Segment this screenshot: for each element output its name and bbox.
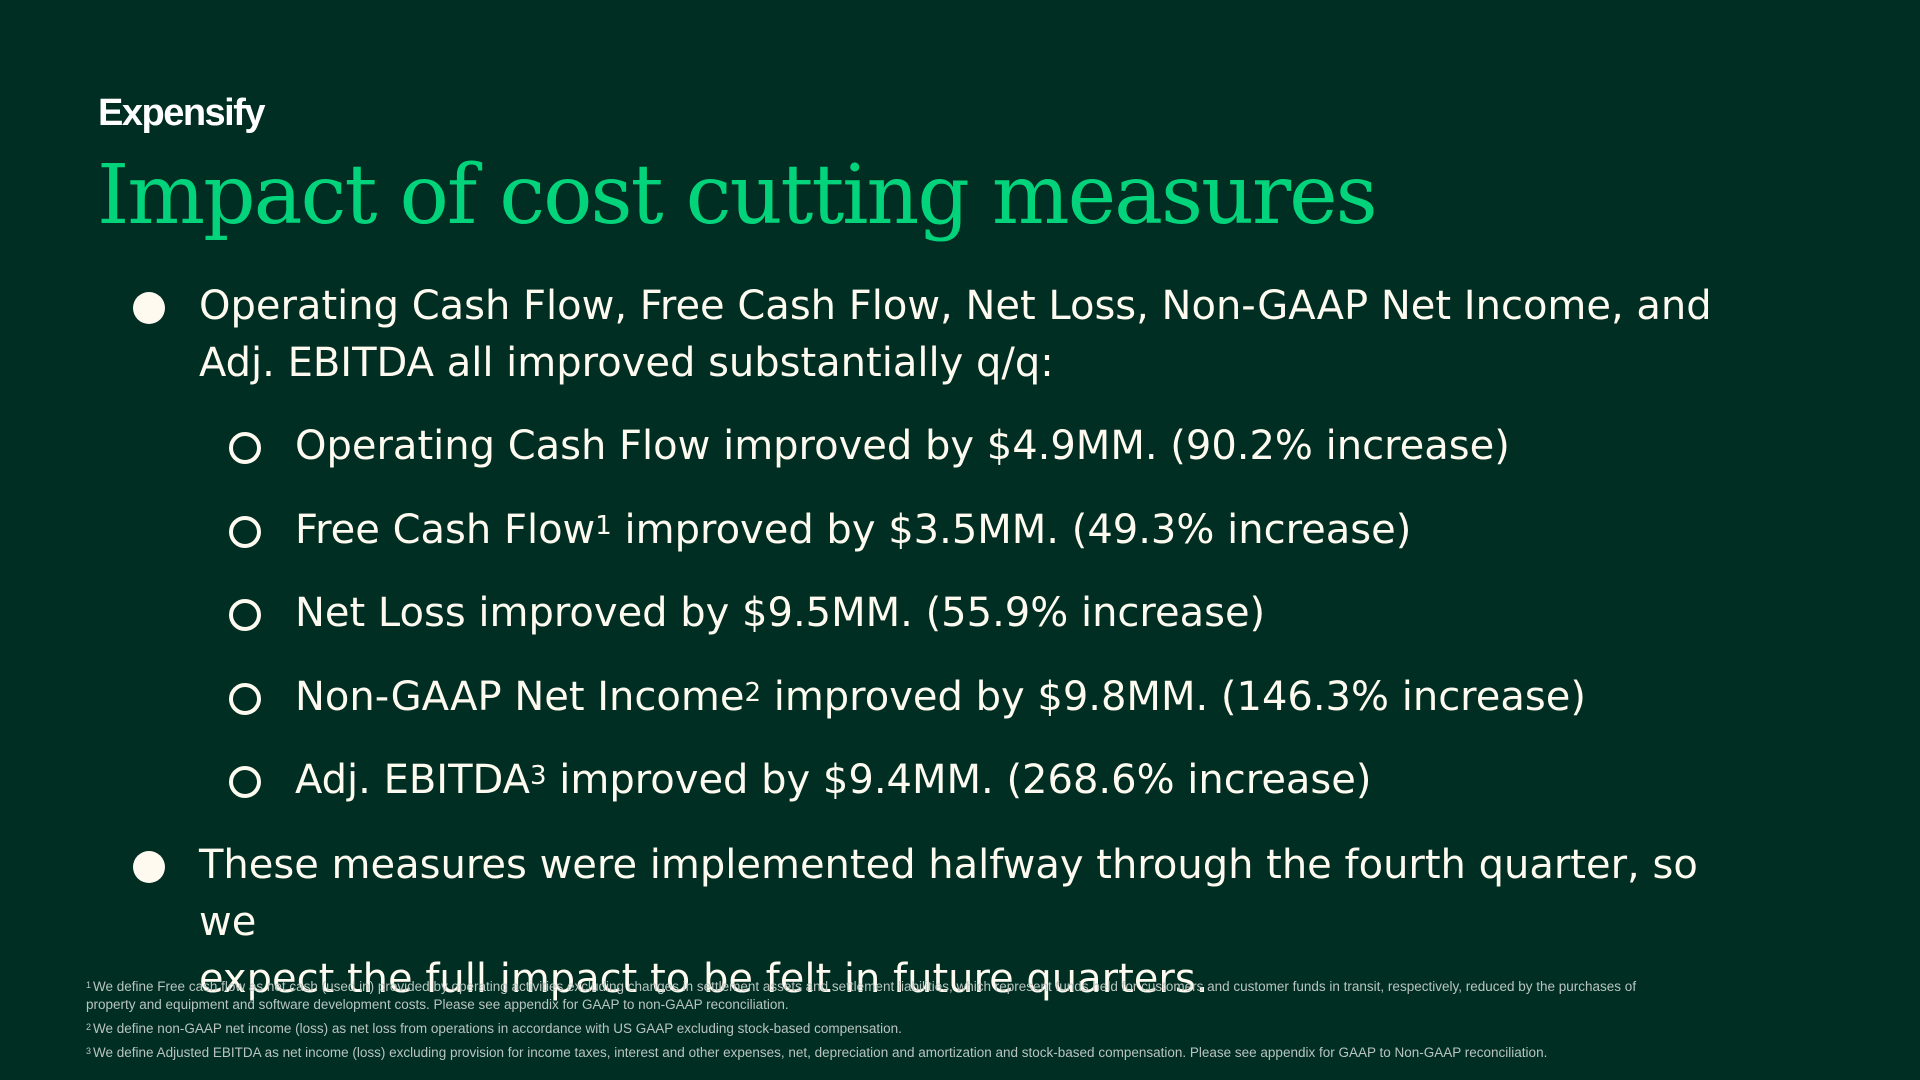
footnote-number: 1	[86, 980, 92, 990]
sub-bullet-net-loss: Net Loss improved by $9.5MM. (55.9% incr…	[229, 585, 1795, 642]
bullet-line: expect the full impact to be felt in fut…	[199, 956, 1209, 1002]
sub-bullet-label: Net Loss	[295, 590, 466, 636]
footnote-number: 2	[86, 1022, 92, 1032]
sub-bullet-label: Non-GAAP Net Income	[295, 674, 745, 720]
sub-bullet-text: improved by $3.5MM. (49.3% increase)	[611, 507, 1412, 553]
footnotes: 1 We define Free cash flow as net cash (u…	[86, 978, 1746, 1068]
sub-bullet-text: improved by $4.9MM. (90.2% increase)	[710, 423, 1510, 469]
footnote-ref: 3	[530, 761, 547, 791]
footnote-text: We define Free cash flow as net cash (us…	[93, 979, 1637, 994]
expensify-logo: Expensify	[98, 92, 266, 134]
footnote-ref: 1	[595, 511, 612, 541]
sub-bullet-operating-cash-flow: Operating Cash Flow improved by $4.9MM. …	[229, 418, 1795, 475]
sub-bullet-non-gaap-net-income: Non-GAAP Net Income2 improved by $9.8MM.…	[229, 669, 1795, 726]
sub-bullet-label: Adj. EBITDA	[295, 757, 530, 803]
bullet-line: Adj. EBITDA all improved substantially q…	[199, 340, 1054, 386]
bullet-dot-icon	[133, 292, 165, 324]
bullet-item-implementation: These measures were implemented halfway …	[133, 837, 1759, 1008]
sub-bullet-text: improved by $9.4MM. (268.6% increase)	[546, 757, 1372, 803]
footnote-3: 3 We define Adjusted EBITDA as net income…	[86, 1044, 1746, 1062]
bullet-item-improvements: Operating Cash Flow, Free Cash Flow, Net…	[133, 278, 1759, 392]
footnote-ref: 2	[744, 678, 761, 708]
footnote-text: property and equipment and software deve…	[86, 997, 789, 1012]
hollow-circle-icon	[229, 516, 261, 548]
hollow-circle-icon	[229, 766, 261, 798]
sub-bullet-label: Free Cash Flow	[295, 507, 596, 553]
hollow-circle-icon	[229, 599, 261, 631]
sub-bullet-text: improved by $9.8MM. (146.3% increase)	[760, 674, 1586, 720]
sub-bullet-text: improved by $9.5MM. (55.9% increase)	[465, 590, 1266, 636]
footnote-2: 2 We define non-GAAP net income (loss) as…	[86, 1020, 1746, 1038]
bullet-dot-icon	[133, 851, 165, 883]
bullet-line: These measures were implemented halfway …	[199, 842, 1698, 945]
slide-title: Impact of cost cutting measures	[97, 148, 1378, 243]
hollow-circle-icon	[229, 432, 261, 464]
footnote-number: 3	[86, 1046, 92, 1056]
footnote-text: We define non-GAAP net income (loss) as …	[93, 1021, 902, 1036]
sub-bullet-adj-ebitda: Adj. EBITDA3 improved by $9.4MM. (268.6%…	[229, 752, 1795, 809]
footnote-text: We define Adjusted EBITDA as net income …	[93, 1045, 1548, 1060]
sub-bullet-label: Operating Cash Flow	[295, 423, 711, 469]
bullet-line: Operating Cash Flow, Free Cash Flow, Net…	[199, 283, 1712, 329]
footnote-1: 1 We define Free cash flow as net cash (u…	[86, 978, 1746, 1014]
sub-bullet-free-cash-flow: Free Cash Flow1 improved by $3.5MM. (49.…	[229, 502, 1795, 559]
hollow-circle-icon	[229, 683, 261, 715]
